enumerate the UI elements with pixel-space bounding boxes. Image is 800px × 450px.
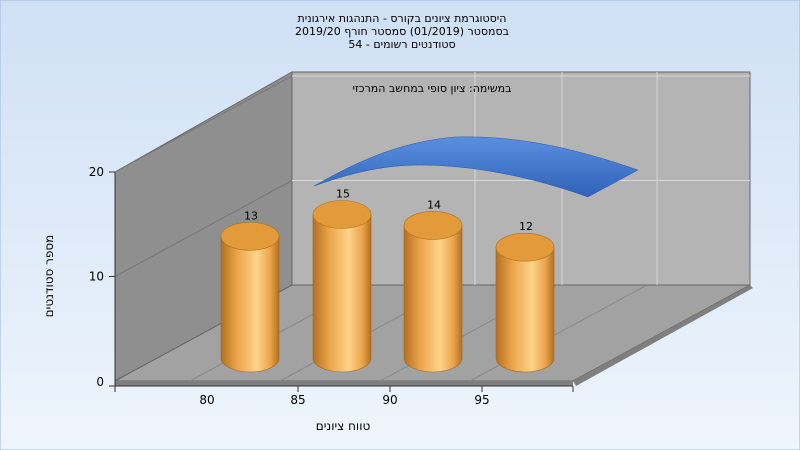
- bar-body: [312, 214, 372, 373]
- side-gridline: [114, 180, 293, 277]
- bar-value-label: 15: [336, 188, 350, 201]
- floor-right-edge: [573, 285, 753, 386]
- chart-title-line-3: סטודנטים רשומים - 54: [348, 38, 455, 51]
- bar-value-label: 12: [519, 220, 533, 233]
- bar-95: 12: [495, 220, 555, 373]
- bar-body: [220, 236, 280, 373]
- x-tick-label: 85: [290, 393, 305, 407]
- bar-top: [312, 200, 372, 229]
- bar-90: 14: [403, 198, 463, 373]
- chart-title-line-1: היסטוגרמת ציונים בקורס - התנהגות אירגוני…: [298, 12, 507, 25]
- bar-top: [220, 222, 280, 251]
- bar-body: [495, 246, 555, 373]
- y-tick-label: 20: [89, 165, 104, 179]
- bar-85: 15: [312, 188, 372, 373]
- trend-curve: [313, 136, 639, 198]
- bar-80: 13: [220, 209, 280, 373]
- floor-front-edge: [115, 381, 573, 386]
- x-axis-ticks: 80 85 90 95: [114, 386, 574, 407]
- y-tick-label: 10: [89, 270, 104, 284]
- y-tick-label: 0: [96, 375, 104, 389]
- bar-body: [403, 225, 463, 373]
- y-axis-label: מספר סטודנטים: [42, 235, 56, 318]
- chart-title-line-2: בסמסטר (01/2019) סמסטר חורף 2019/20: [295, 25, 509, 38]
- bar-top: [495, 232, 555, 262]
- bar-value-label: 13: [244, 209, 258, 222]
- x-tick-label: 80: [199, 393, 214, 407]
- x-tick-label: 90: [382, 393, 397, 407]
- side-gridline: [114, 75, 293, 173]
- bar-value-label: 14: [427, 198, 441, 211]
- bars-group: 13 15 14 12: [220, 188, 555, 373]
- bar-top: [403, 211, 463, 240]
- y-axis-ticks: 0 10 20: [89, 165, 115, 389]
- chart-annotation: במשימה: ציון סופי במחשב המרכזי: [352, 82, 511, 95]
- x-axis-label: טווח ציונים: [316, 419, 371, 433]
- x-tick-label: 95: [474, 393, 489, 407]
